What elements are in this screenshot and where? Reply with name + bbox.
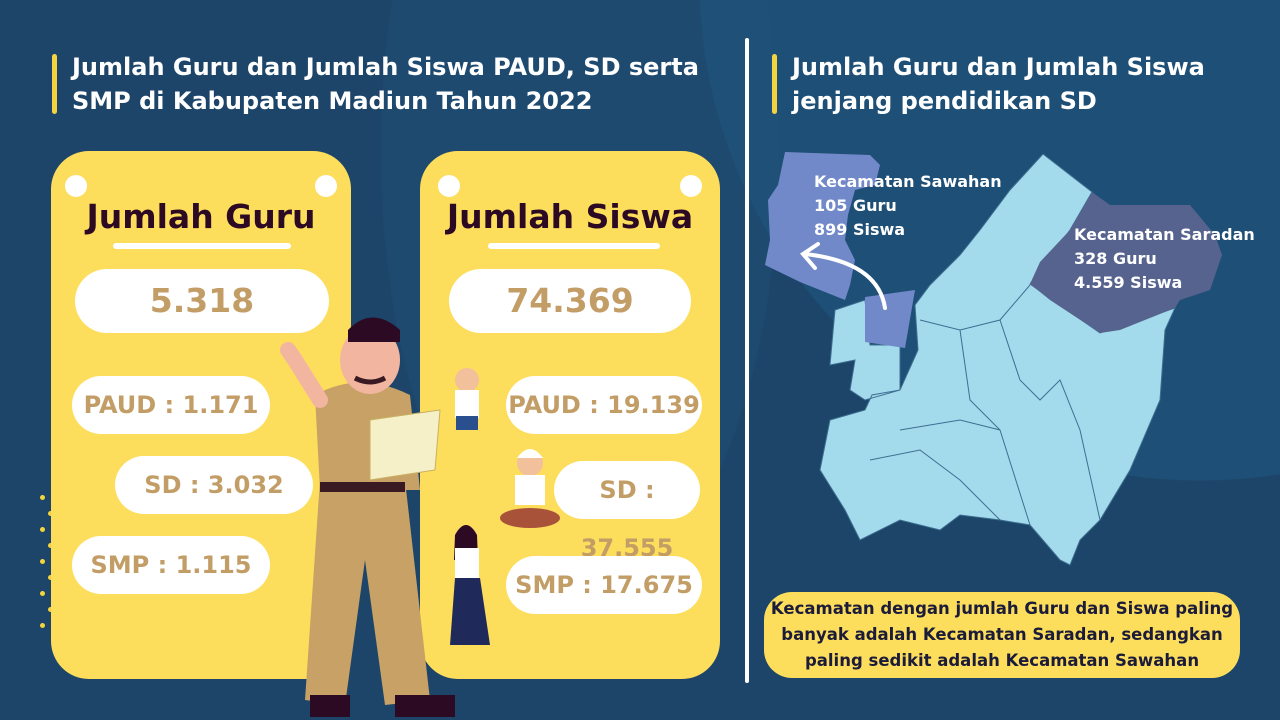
map-region-sawahan [765,152,915,348]
dot [40,527,45,532]
siswa-smp: SMP : 17.675 [506,556,702,614]
map-region-saradan [1030,192,1222,333]
sawahan-siswa: 899 Siswa [814,220,906,239]
madiun-map [765,152,1222,566]
dot [48,575,53,580]
saradan-siswa: 4.559 Siswa [1074,273,1183,292]
card-hole [315,175,337,197]
arrow-icon [800,242,887,310]
left-title: Jumlah Guru dan Jumlah Siswa PAUD, SD se… [52,50,712,118]
dot [40,559,45,564]
dot [48,543,53,548]
heading-underline [488,243,660,249]
saradan-guru: 328 Guru [1074,249,1157,268]
siswa-total: 74.369 [449,269,691,333]
heading-underline [113,243,291,249]
dot [40,495,45,500]
dot [48,607,53,612]
right-title: Jumlah Guru dan Jumlah Siswa jenjang pen… [772,50,1232,118]
sawahan-label: Kecamatan Sawahan 105 Guru 899 Siswa [814,170,1002,242]
guru-heading: Jumlah Guru [86,197,316,236]
summary-note: Kecamatan dengan jumlah Guru dan Siswa p… [764,592,1240,678]
siswa-paud: PAUD : 19.139 [506,376,702,434]
sawahan-guru: 105 Guru [814,196,897,215]
sawahan-name: Kecamatan Sawahan [814,172,1002,191]
siswa-heading: Jumlah Siswa [446,197,694,236]
dot [40,591,45,596]
card-hole [680,175,702,197]
card-hole [438,175,460,197]
student-illustrations [450,368,560,645]
guru-total: 5.318 [75,269,329,333]
dot [48,511,53,516]
saradan-name: Kecamatan Saradan [1074,225,1255,244]
saradan-label: Kecamatan Saradan 328 Guru 4.559 Siswa [1074,223,1255,295]
divider [745,38,749,683]
teacher-illustration [280,317,455,717]
card-hole [65,175,87,197]
dot [40,623,45,628]
guru-smp: SMP : 1.115 [72,536,270,594]
guru-paud: PAUD : 1.171 [72,376,270,434]
guru-sd: SD : 3.032 [115,456,313,514]
guru-card: Jumlah Guru 5.318 PAUD : 1.171 SD : 3.03… [51,151,351,679]
